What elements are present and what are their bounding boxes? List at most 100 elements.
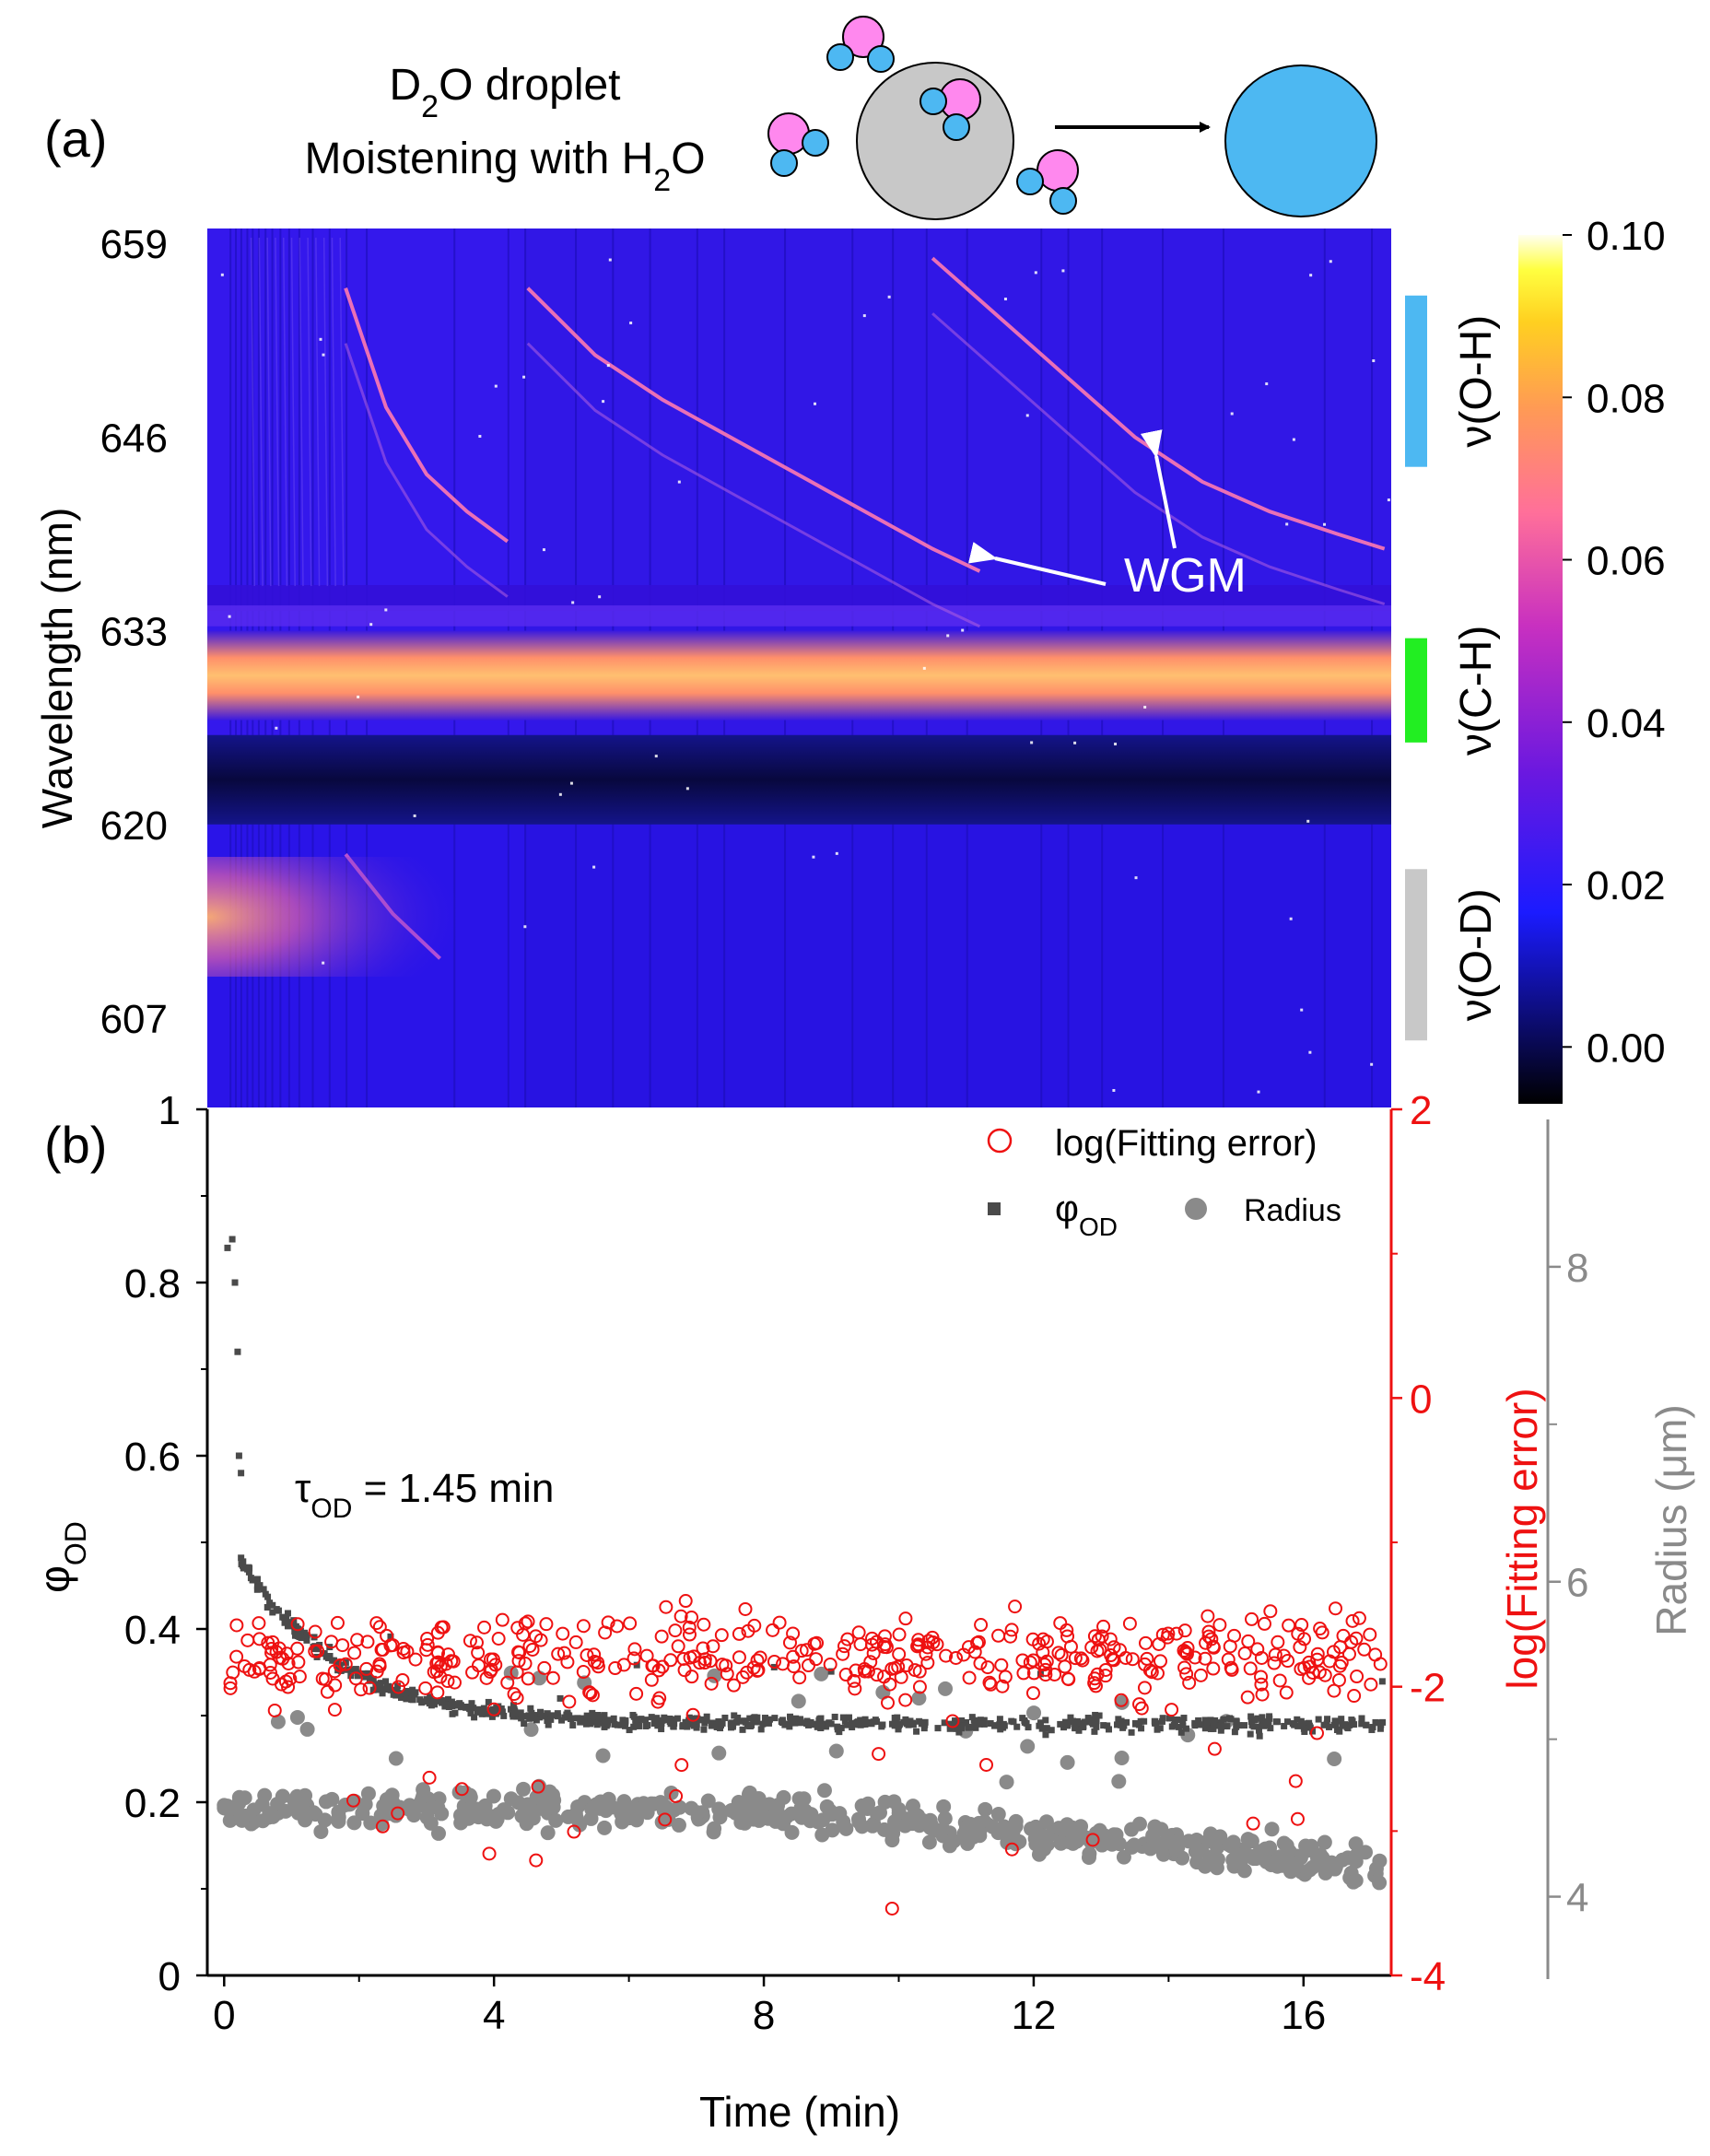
phi-point (448, 1700, 455, 1707)
radius-point (1279, 1837, 1294, 1853)
error-point (899, 1658, 914, 1673)
water-molecule-icon (1016, 149, 1079, 215)
phi-point (878, 1723, 885, 1730)
phi-point (1089, 1719, 1096, 1727)
error-point (1327, 1683, 1341, 1698)
error-point (440, 1674, 455, 1689)
radius-point (1060, 1754, 1075, 1770)
phi-point (962, 1719, 969, 1727)
wavelength-tick-label: 607 (100, 997, 168, 1042)
radius-point (597, 1820, 613, 1835)
colorbar-tick-label: 0.08 (1587, 376, 1666, 421)
phi-point (1265, 1717, 1272, 1725)
radius-point (1262, 1840, 1278, 1856)
radius-point (946, 1834, 962, 1849)
error-point (782, 1635, 797, 1650)
phi-point (968, 1714, 976, 1721)
colorbar-tick-label: 0.06 (1587, 539, 1666, 584)
noise-speck (812, 855, 815, 859)
phi-point (467, 1709, 474, 1717)
wgm-annotation: WGM (967, 429, 1247, 603)
error-point (1336, 1628, 1351, 1643)
error-point (454, 1782, 469, 1797)
error-point (483, 1664, 498, 1679)
phi-point (1118, 1717, 1125, 1725)
tau-label: τOD = 1.45 min (295, 1466, 554, 1524)
error-point (491, 1632, 506, 1646)
phi-point (757, 1726, 765, 1733)
error-point (925, 1630, 940, 1645)
phi-point (1057, 1720, 1064, 1728)
phi-point (909, 1721, 917, 1728)
phi-point (1092, 1711, 1099, 1718)
phi-point (1291, 1721, 1298, 1728)
radius-point (289, 1709, 305, 1725)
error-point (1169, 1626, 1184, 1641)
phi-point (951, 1717, 958, 1725)
phi-point (1008, 1717, 1015, 1725)
error-point (395, 1672, 410, 1687)
phi-point (231, 1279, 239, 1286)
error-point (369, 1616, 384, 1631)
error-point (1093, 1642, 1107, 1657)
error-point (898, 1693, 913, 1707)
error-point (360, 1635, 375, 1649)
phi-point (291, 1628, 299, 1635)
error-point (1098, 1662, 1113, 1677)
phi-point (1212, 1717, 1219, 1724)
colorbar-tick-label: 0.04 (1587, 701, 1666, 746)
noise-speck (322, 961, 325, 965)
phi-point (527, 1705, 534, 1712)
error-point (991, 1628, 1006, 1643)
phi-point (315, 1644, 322, 1651)
error-point (1036, 1632, 1050, 1646)
radius-point (275, 1788, 290, 1804)
noise-speck (523, 925, 527, 929)
error-point (529, 1629, 544, 1644)
phi-point (1259, 1718, 1266, 1726)
wgm-mode-line (344, 287, 509, 544)
phi-point (1248, 1721, 1256, 1728)
noise-speck (654, 755, 658, 758)
error-point (809, 1652, 824, 1667)
error-point (1032, 1636, 1047, 1651)
error-point (753, 1650, 767, 1665)
radius-point (1073, 1819, 1089, 1834)
phi-point (1358, 1715, 1365, 1722)
error-point (1039, 1654, 1054, 1669)
phi-point (509, 1702, 517, 1709)
phi-point (980, 1720, 988, 1728)
phi-point (545, 1721, 552, 1728)
fringe-line (258, 237, 264, 587)
phi-point (918, 1720, 925, 1728)
radius-point (1368, 1861, 1384, 1877)
radius-point (542, 1784, 557, 1799)
phi-point (1294, 1722, 1302, 1729)
phi-point (1267, 1725, 1274, 1732)
error-point (1060, 1629, 1075, 1644)
error-point (439, 1657, 453, 1671)
error-point (1075, 1653, 1090, 1668)
error-point (1279, 1685, 1294, 1700)
phi-point (369, 1675, 377, 1682)
phi-point (547, 1716, 555, 1723)
error-point (802, 1658, 816, 1673)
phi-point (1306, 1719, 1313, 1727)
phi-point (1324, 1716, 1331, 1723)
panel-a-label: (a) (44, 110, 107, 168)
phi-point (398, 1693, 405, 1701)
error-point (974, 1618, 989, 1633)
phi-point (766, 1716, 773, 1723)
phi-point (365, 1672, 372, 1680)
error-point (1004, 1842, 1019, 1857)
radius-point (819, 1799, 835, 1814)
panel-b-label: (b) (44, 1116, 107, 1174)
error-point (327, 1703, 342, 1717)
phi-point (1255, 1723, 1262, 1730)
radius-point (735, 1797, 751, 1812)
phi-point (841, 1717, 849, 1725)
phi-point (1284, 1718, 1292, 1726)
phi-point (463, 1704, 470, 1711)
error-point (1223, 1639, 1237, 1654)
error-point (912, 1664, 927, 1679)
